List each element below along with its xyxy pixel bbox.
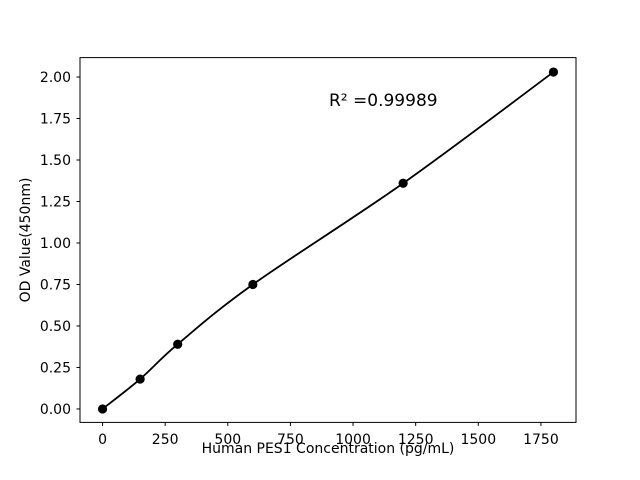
x-tick-label: 1000 xyxy=(335,432,371,448)
plot-border xyxy=(79,57,577,423)
y-axis-ticks: 0.00 0.25 0.50 0.75 1.00 1.25 1.50 1.75 2.00 xyxy=(40,70,80,418)
y-axis-label: OD Value(450nm) xyxy=(18,178,34,303)
x-tick-label: 500 xyxy=(214,432,241,448)
y-tick-label: 0.25 xyxy=(40,360,71,376)
fit-line xyxy=(101,71,555,410)
data-point xyxy=(548,67,559,77)
x-axis-ticks: 0 250 500 750 1000 1250 1500 1750 xyxy=(98,422,559,448)
x-tick-label: 1750 xyxy=(523,432,559,448)
data-point-markers xyxy=(97,67,559,414)
x-tick-label: 0 xyxy=(98,432,107,448)
r2-annotation: R² =0.99989 xyxy=(329,91,438,111)
data-point xyxy=(135,374,145,384)
y-tick-label: 1.25 xyxy=(40,194,71,210)
x-tick-label: 1250 xyxy=(398,432,434,448)
x-tick-label: 250 xyxy=(152,432,179,448)
x-axis-label: Human PES1 Concentration (pg/mL) xyxy=(202,441,455,457)
y-tick-label: 1.00 xyxy=(40,236,71,252)
y-tick-label: 1.50 xyxy=(40,153,71,169)
x-tick-label: 750 xyxy=(277,432,304,448)
data-point xyxy=(248,279,258,290)
y-tick-label: 2.00 xyxy=(40,70,71,86)
data-point xyxy=(173,339,183,349)
y-tick-label: 0.00 xyxy=(40,402,71,418)
y-tick-label: 0.50 xyxy=(40,319,71,335)
data-point xyxy=(398,178,408,188)
y-tick-label: 0.75 xyxy=(40,277,71,293)
data-point xyxy=(97,404,108,414)
x-tick-label: 1500 xyxy=(460,432,496,448)
y-tick-label: 1.75 xyxy=(40,112,71,128)
